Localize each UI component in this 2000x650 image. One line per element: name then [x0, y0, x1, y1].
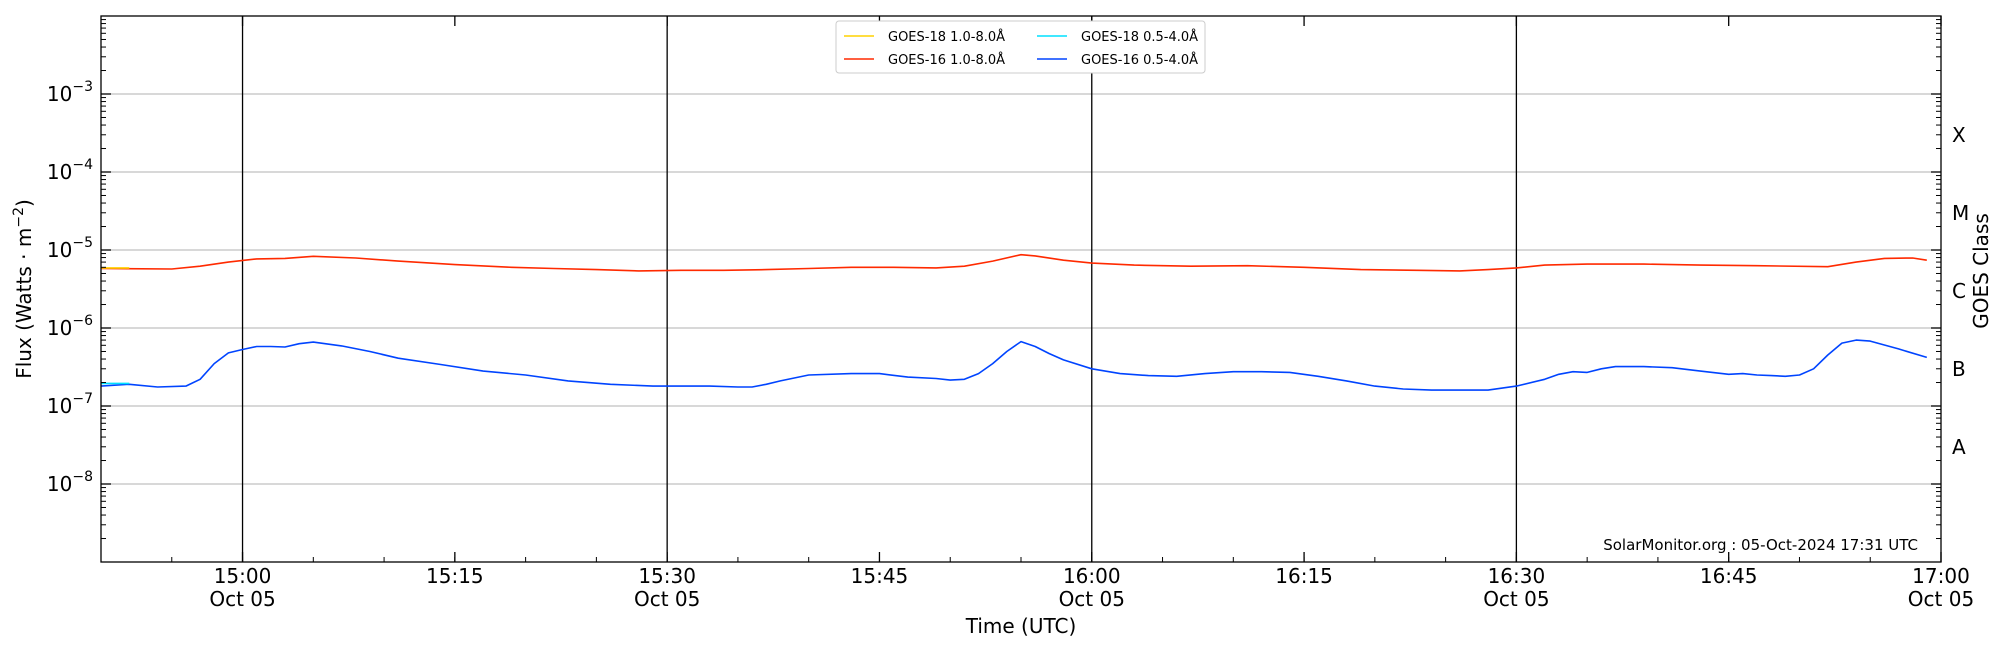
y-axis-title: Flux (Watts · m−2) [11, 199, 36, 379]
goes-class-b: B [1952, 357, 1966, 381]
x-tick-label-6: 16:30 [1488, 564, 1546, 588]
x-tick-date-8: Oct 05 [1908, 587, 1974, 611]
y-tick-label-2: 10−6 [47, 313, 93, 340]
y-tick-exponent: −8 [72, 469, 93, 485]
y-tick-label-3: 10−5 [47, 235, 93, 262]
plot-frame [100, 15, 1942, 563]
y-axis-title-exponent: −2 [11, 207, 27, 228]
y-tick-label-0: 10−8 [47, 469, 93, 496]
y-tick-label-4: 10−4 [47, 157, 93, 184]
y-tick-base: 10 [47, 238, 72, 262]
goes-class-m: M [1952, 201, 1969, 225]
y-axis-title-main: Flux (Watts · m [12, 228, 36, 379]
y-tick-exponent: −3 [72, 79, 93, 95]
legend-label-0: GOES-18 1.0-8.0Å [888, 29, 1005, 45]
legend-label-1: GOES-18 0.5-4.0Å [1081, 29, 1198, 45]
goes-class-x: X [1952, 123, 1966, 147]
x-tick-label-2: 15:30 [638, 564, 696, 588]
horizontal-gridlines [101, 93, 1941, 485]
x-tick-label-5: 16:15 [1275, 564, 1333, 588]
x-tick-label-0: 15:00 [214, 564, 272, 588]
y-axis-title-close: ) [12, 199, 36, 207]
series-line-1 [100, 339, 1928, 391]
goes-class-axis-title: GOES Class [1969, 213, 1993, 329]
credit-text: SolarMonitor.org : 05-Oct-2024 17:31 UTC [1603, 536, 1918, 554]
goes-class-c: C [1952, 279, 1966, 303]
series-lines [100, 253, 1928, 391]
x-tick-label-8: 17:00 [1912, 564, 1970, 588]
x-tick-date-4: Oct 05 [1059, 587, 1125, 611]
y-tick-base: 10 [47, 394, 72, 418]
legend-label-3: GOES-16 0.5-4.0Å [1081, 52, 1198, 68]
y-tick-base: 10 [47, 316, 72, 340]
y-tick-base: 10 [47, 82, 72, 106]
goes-class-labels: A B C M X [1952, 123, 1969, 459]
y-tick-exponent: −6 [72, 313, 93, 329]
y-tick-base: 10 [47, 160, 72, 184]
series-line-0 [100, 253, 1927, 272]
legend-label-2: GOES-16 1.0-8.0Å [888, 52, 1005, 68]
x-tick-label-4: 16:00 [1063, 564, 1121, 588]
y-tick-exponent: −5 [72, 235, 93, 251]
y-axis-ticks: 10−810−710−610−510−410−3 [47, 19, 1941, 540]
x-axis-title: Time (UTC) [965, 614, 1077, 638]
y-tick-base: 10 [47, 472, 72, 496]
x-tick-label-7: 16:45 [1700, 564, 1758, 588]
legend-box [835, 20, 1206, 74]
x-tick-date-0: Oct 05 [209, 587, 275, 611]
y-tick-exponent: −7 [72, 391, 93, 407]
goes-class-a: A [1952, 435, 1966, 459]
vertical-marker-lines [241, 16, 1518, 562]
legend: GOES-18 1.0-8.0Å GOES-18 0.5-4.0Å GOES-16 … [835, 20, 1206, 74]
y-tick-exponent: −4 [72, 157, 93, 173]
y-tick-label-1: 10−7 [47, 391, 93, 418]
x-tick-label-3: 15:45 [851, 564, 909, 588]
x-tick-date-2: Oct 05 [634, 587, 700, 611]
y-tick-label-5: 10−3 [47, 79, 93, 106]
x-tick-date-6: Oct 05 [1483, 587, 1549, 611]
x-tick-label-1: 15:15 [426, 564, 484, 588]
